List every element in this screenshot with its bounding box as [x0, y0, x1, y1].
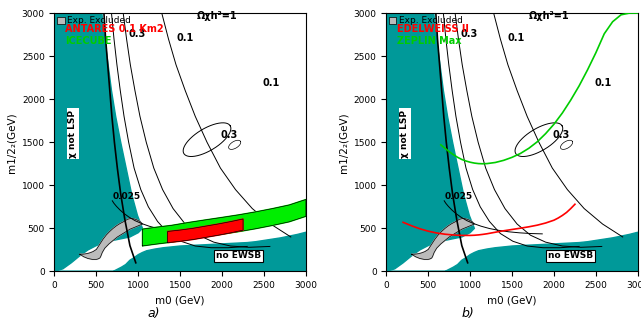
Text: Ωχh²=1: Ωχh²=1: [197, 11, 238, 21]
Text: 0.025: 0.025: [444, 192, 472, 201]
Text: 0.025: 0.025: [112, 192, 140, 201]
Text: 0.1: 0.1: [508, 33, 525, 43]
Polygon shape: [387, 13, 638, 271]
X-axis label: m0 (GeV): m0 (GeV): [156, 296, 205, 306]
Y-axis label: m1/2₂(GeV): m1/2₂(GeV): [338, 112, 348, 173]
Text: 0.1: 0.1: [262, 78, 279, 88]
Text: 0.1: 0.1: [176, 33, 193, 43]
Polygon shape: [412, 218, 474, 259]
Polygon shape: [54, 13, 142, 271]
Text: Exp. Excluded: Exp. Excluded: [67, 16, 131, 25]
Text: a): a): [147, 307, 160, 320]
Text: ZEPLIN Max: ZEPLIN Max: [397, 36, 462, 46]
Text: b): b): [462, 307, 474, 320]
Text: no EWSB: no EWSB: [548, 251, 594, 260]
Polygon shape: [387, 13, 638, 271]
Text: 0.3: 0.3: [128, 29, 146, 39]
Bar: [389, 17, 396, 24]
Text: Ωχh²=1: Ωχh²=1: [529, 11, 569, 21]
Polygon shape: [387, 232, 638, 271]
Text: χ not LSP: χ not LSP: [69, 110, 78, 158]
Polygon shape: [142, 199, 306, 246]
Text: no EWSB: no EWSB: [216, 251, 262, 260]
Text: 0.3: 0.3: [221, 130, 238, 140]
Text: ANTARES 0.1 Km2: ANTARES 0.1 Km2: [65, 24, 164, 34]
Text: ICECUBE: ICECUBE: [65, 36, 112, 46]
Polygon shape: [54, 13, 306, 271]
Polygon shape: [387, 13, 474, 271]
Polygon shape: [54, 13, 306, 271]
Text: Exp. Excluded: Exp. Excluded: [399, 16, 462, 25]
Text: 0.3: 0.3: [553, 130, 570, 140]
X-axis label: m0 (GeV): m0 (GeV): [487, 296, 537, 306]
Text: χ not LSP: χ not LSP: [401, 110, 410, 158]
Y-axis label: m1/2₂(GeV): m1/2₂(GeV): [6, 112, 16, 173]
Polygon shape: [79, 218, 142, 259]
Bar: [57, 17, 65, 24]
Polygon shape: [168, 219, 243, 243]
Text: 0.1: 0.1: [594, 78, 612, 88]
Text: EDELWEISS II: EDELWEISS II: [397, 24, 469, 34]
Polygon shape: [54, 232, 306, 271]
Text: 0.3: 0.3: [460, 29, 478, 39]
